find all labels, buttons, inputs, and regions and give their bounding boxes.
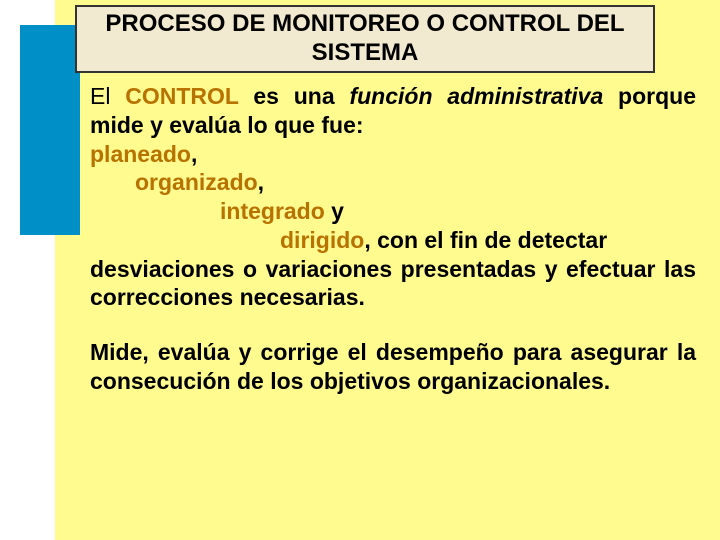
item-integrado-line: integrado y: [220, 197, 696, 226]
comma2: ,: [258, 169, 264, 195]
item-dirigido-line: dirigido, con el fin de detectar: [280, 226, 696, 255]
and: y: [325, 198, 344, 224]
title-box: PROCESO DE MONITOREO O CONTROL DEL SISTE…: [75, 5, 655, 73]
intro-control: CONTROL: [125, 83, 238, 109]
item-integrado: integrado: [220, 198, 325, 224]
second-paragraph: Mide, evalúa y corrige el desempeño para…: [90, 338, 696, 396]
tail-paragraph: desviaciones o variaciones presentadas y…: [90, 255, 696, 313]
intro-italic: función administrativa: [349, 83, 603, 109]
intro-paragraph: El CONTROL es una función administrativa…: [90, 82, 696, 140]
item-planeado: planeado: [90, 141, 191, 167]
item-dirigido: dirigido: [280, 227, 364, 253]
item-planeado-line: planeado,: [90, 140, 696, 169]
accent-blue-block: [20, 25, 80, 235]
item-organizado: organizado: [135, 169, 258, 195]
item-dirigido-rest: , con el fin de detectar: [364, 227, 607, 253]
title-text: PROCESO DE MONITOREO O CONTROL DEL SISTE…: [87, 10, 643, 68]
comma1: ,: [191, 141, 197, 167]
intro-prefix: El: [90, 83, 125, 109]
body-content: El CONTROL es una función administrativa…: [90, 82, 696, 396]
intro-rest1: es una: [239, 83, 350, 109]
item-organizado-line: organizado,: [135, 168, 696, 197]
